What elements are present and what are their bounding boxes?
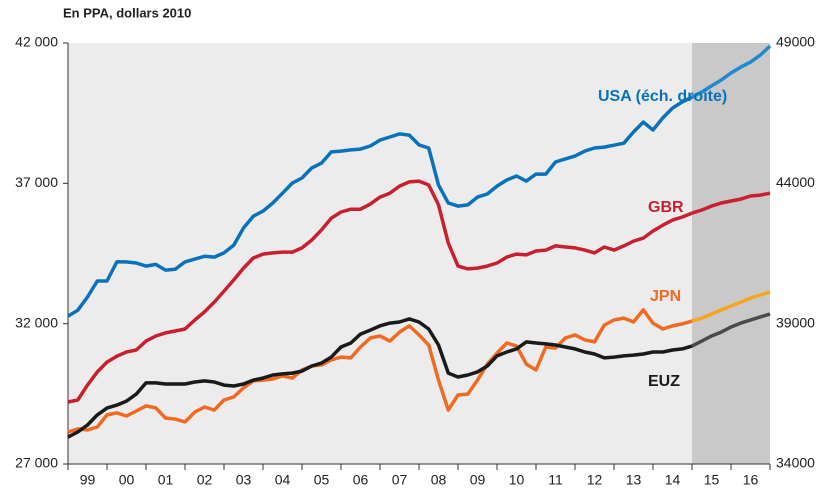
y2-tick-label: 39000 bbox=[776, 314, 815, 330]
x-tick-label: 12 bbox=[587, 472, 603, 488]
series-line bbox=[67, 95, 693, 318]
x-tick-label: 04 bbox=[275, 472, 291, 488]
x-tick-label: 01 bbox=[158, 472, 174, 488]
x-tick-label: 06 bbox=[353, 472, 369, 488]
series-label: JPN bbox=[650, 288, 681, 305]
y-tick-label: 42 000 bbox=[15, 34, 58, 50]
x-tick-label: 11 bbox=[548, 472, 563, 488]
forecast-line bbox=[691, 290, 771, 323]
x-tick-label: 03 bbox=[236, 472, 252, 488]
plot-background bbox=[68, 43, 770, 464]
series-line bbox=[67, 317, 693, 439]
series-line bbox=[67, 308, 693, 434]
x-tick-label: 13 bbox=[626, 472, 642, 488]
series-label: USA (éch. droite) bbox=[598, 88, 727, 105]
x-tick-label: 05 bbox=[314, 472, 330, 488]
forecast-line bbox=[691, 44, 772, 99]
y2-tick-label: 44000 bbox=[776, 174, 815, 190]
x-tick-label: 99 bbox=[80, 472, 96, 488]
x-tick-label: 15 bbox=[704, 472, 720, 488]
x-tick-label: 14 bbox=[665, 472, 681, 488]
x-tick-label: 09 bbox=[470, 472, 486, 488]
series-label: EUZ bbox=[648, 373, 680, 390]
x-tick-label: 07 bbox=[392, 472, 408, 488]
series-label: GBR bbox=[648, 199, 684, 216]
x-tick-label: 16 bbox=[743, 472, 759, 488]
x-tick-label: 00 bbox=[119, 472, 135, 488]
forecast-line bbox=[691, 312, 771, 348]
series-line bbox=[67, 179, 693, 404]
x-tick-label: 02 bbox=[197, 472, 213, 488]
y-tick-label: 27 000 bbox=[15, 455, 58, 471]
y-tick-label: 32 000 bbox=[15, 314, 58, 330]
chart-title: En PPA, dollars 2010 bbox=[63, 5, 191, 20]
y2-tick-label: 49000 bbox=[776, 34, 815, 50]
y2-tick-label: 34000 bbox=[776, 455, 815, 471]
forecast-line bbox=[691, 191, 771, 215]
y-tick-label: 37 000 bbox=[15, 174, 58, 190]
x-tick-label: 10 bbox=[509, 472, 525, 488]
x-tick-label: 08 bbox=[431, 472, 447, 488]
forecast-shade bbox=[692, 43, 770, 464]
